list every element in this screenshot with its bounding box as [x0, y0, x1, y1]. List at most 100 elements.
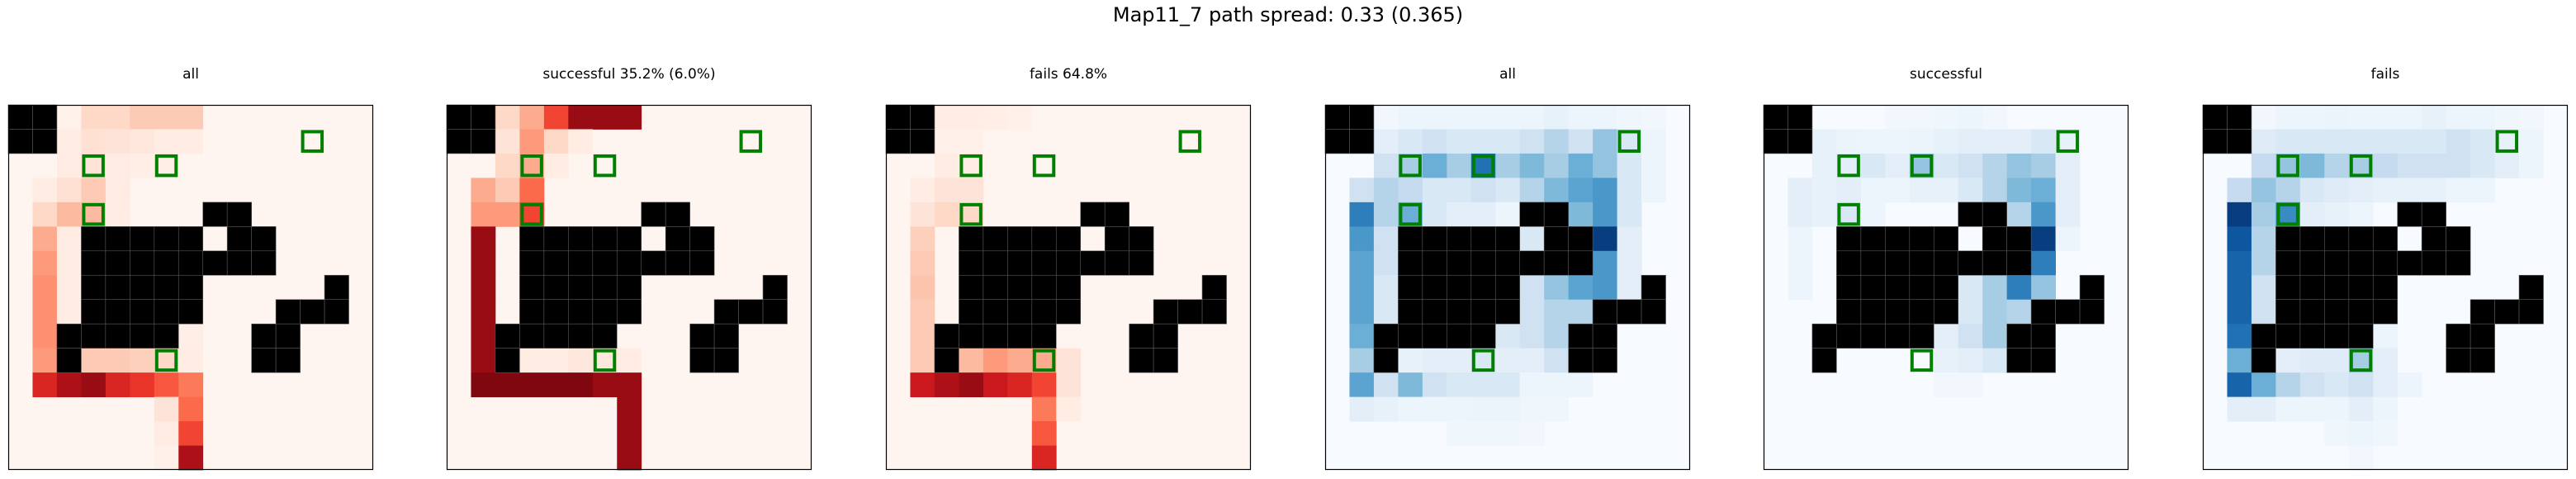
panel-frame — [446, 104, 812, 471]
heatmap-panel — [1763, 104, 2129, 471]
heatmap-cell — [1495, 178, 1521, 203]
heatmap-cell — [2251, 153, 2276, 178]
heatmap-cell — [1495, 372, 1521, 397]
wall-cell — [1104, 202, 1129, 227]
panel-frame — [1763, 104, 2129, 471]
heatmap-cell — [2348, 372, 2374, 397]
wall-cell — [2299, 323, 2325, 349]
heatmap-cell — [1422, 202, 1447, 227]
heatmap-cell — [2470, 129, 2495, 154]
heatmap-cell — [1519, 226, 1545, 252]
wall-cell — [1933, 226, 1959, 252]
heatmap-cell — [2251, 299, 2276, 325]
heatmap-cell — [1447, 153, 1472, 178]
wall-cell — [1836, 299, 1862, 325]
heatmap-cell — [2031, 178, 2056, 203]
heatmap-cell — [495, 202, 520, 227]
wall-cell — [1398, 299, 1423, 325]
heatmap-cell — [1982, 178, 2008, 203]
heatmap-cell — [2397, 105, 2422, 130]
heatmap-cell — [178, 324, 204, 349]
heatmap-cell — [617, 348, 642, 373]
heatmap-cell — [1373, 250, 1399, 276]
heatmap-cell — [1593, 178, 1617, 203]
panel-title: all — [1499, 66, 1516, 83]
heatmap-panel — [446, 104, 812, 471]
heatmap-cell — [105, 348, 130, 373]
heatmap-cell — [983, 105, 1008, 130]
heatmap-cell — [1373, 105, 1399, 130]
wall-cell — [1447, 323, 1472, 349]
target-marker — [2349, 349, 2373, 372]
heatmap-cell — [1617, 275, 1642, 301]
heatmap-cell — [1860, 202, 1886, 227]
wall-cell — [1494, 274, 1521, 301]
wall-cell — [154, 274, 179, 301]
wall-cell — [1958, 250, 1983, 276]
wall-cell — [1129, 250, 1154, 276]
heatmap-cell — [1641, 105, 1666, 130]
wall-cell — [178, 250, 204, 276]
wall-cell — [519, 250, 545, 276]
wall-cell — [56, 348, 82, 373]
heatmap-cell — [2422, 178, 2447, 203]
wall-cell — [713, 323, 739, 349]
wall-cell — [616, 299, 642, 325]
heatmap-cell — [2227, 299, 2252, 325]
heatmap-cell — [2251, 129, 2276, 154]
heatmap-cell — [32, 299, 58, 325]
wall-cell — [81, 274, 107, 301]
heatmap-cell — [1495, 202, 1521, 227]
wall-cell — [2421, 202, 2446, 227]
heatmap-cell — [1568, 178, 1593, 203]
heatmap-panel — [885, 104, 1252, 471]
heatmap-cell — [471, 226, 496, 252]
wall-cell — [2446, 323, 2471, 349]
target-marker — [520, 202, 543, 226]
target-marker — [154, 154, 178, 178]
heatmap-cell — [2446, 129, 2471, 154]
heatmap-cell — [2373, 396, 2398, 422]
target-marker — [1910, 154, 1934, 178]
wall-cell — [2227, 104, 2252, 130]
heatmap-cell — [934, 372, 959, 397]
heatmap-cell — [1544, 129, 1570, 154]
heatmap-cell — [2397, 129, 2422, 154]
heatmap-cell — [1836, 178, 1862, 203]
wall-cell — [251, 226, 277, 252]
heatmap-cell — [1373, 129, 1399, 154]
heatmap-cell — [1982, 324, 2008, 349]
heatmap-cell — [1788, 202, 1813, 227]
heatmap-cell — [1422, 105, 1447, 130]
wall-cell — [275, 299, 301, 325]
wall-cell — [446, 104, 471, 130]
heatmap-cell — [1519, 153, 1545, 178]
wall-cell — [1201, 299, 1227, 325]
heatmap-cell — [2446, 178, 2471, 203]
wall-cell — [32, 104, 58, 130]
heatmap-cell — [2494, 105, 2520, 130]
heatmap-cell — [519, 129, 545, 154]
heatmap-cell — [56, 153, 82, 178]
wall-cell — [202, 202, 228, 227]
heatmap-cell — [178, 105, 204, 130]
heatmap-cell — [910, 299, 935, 325]
heatmap-cell — [1568, 299, 1593, 325]
heatmap-cell — [1519, 105, 1545, 130]
heatmap-cell — [1422, 178, 1447, 203]
wall-cell — [1470, 250, 1496, 276]
heatmap-cell — [1031, 396, 1057, 422]
heatmap-cell — [1495, 105, 1521, 130]
heatmap-cell — [1447, 129, 1472, 154]
heatmap-cell — [2373, 105, 2398, 130]
target-marker — [2349, 154, 2373, 178]
wall-cell — [2446, 348, 2471, 373]
wall-cell — [1788, 129, 1813, 154]
heatmap-cell — [178, 129, 204, 154]
heatmap-cell — [1373, 299, 1399, 325]
heatmap-cell — [1470, 129, 1496, 154]
heatmap-cell — [130, 348, 155, 373]
wall-cell — [202, 250, 228, 276]
heatmap-cell — [154, 396, 179, 422]
heatmap-cell — [1909, 105, 1934, 130]
